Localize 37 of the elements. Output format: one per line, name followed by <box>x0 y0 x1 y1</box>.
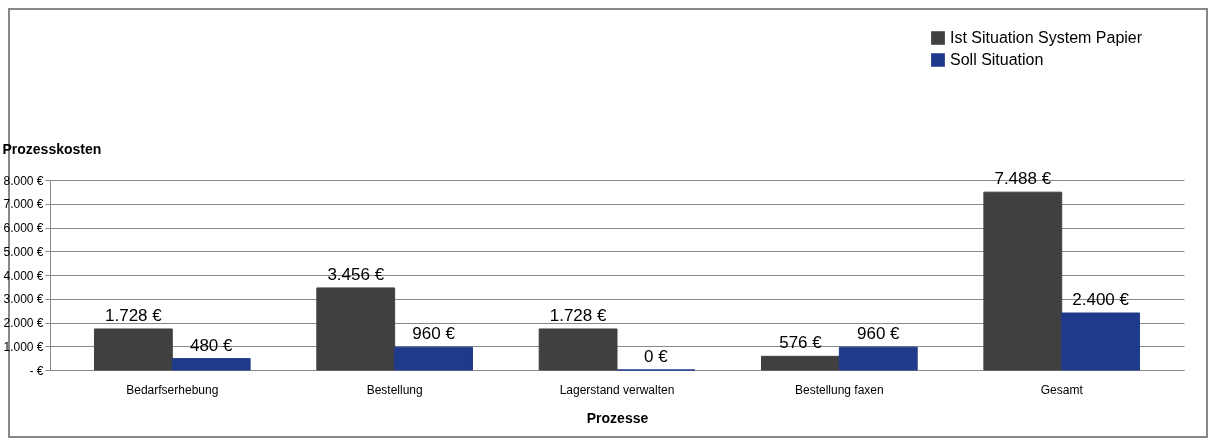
y-tick-label: 4.000 € <box>3 268 44 283</box>
legend-label: Soll Situation <box>950 51 1044 68</box>
data-label: 0 € <box>644 347 669 366</box>
x-axis-title: Prozesse <box>586 409 649 426</box>
x-tick-label: Bestellung <box>366 382 423 397</box>
x-tick-label: Gesamt <box>1040 382 1084 397</box>
y-tick-label: - € <box>29 363 44 378</box>
y-tick-label: 3.000 € <box>3 292 44 307</box>
data-label: 480 € <box>189 335 234 355</box>
data-label: 960 € <box>856 324 901 344</box>
bar <box>1061 312 1141 371</box>
bar <box>171 358 251 371</box>
data-label: 1.728 € <box>105 305 163 325</box>
bar <box>838 346 918 371</box>
bar <box>538 328 618 371</box>
y-tick-label: 6.000 € <box>3 221 44 235</box>
y-tick-label: 8.000 € <box>3 173 44 188</box>
y-tick-label: 1.000 € <box>3 339 44 354</box>
data-label: 576 € <box>779 333 823 353</box>
y-tick-label: 2.000 € <box>3 316 44 330</box>
y-axis-title: Prozesskosten <box>2 140 102 157</box>
bar <box>761 355 840 371</box>
x-tick-label: Bedarfserhebung <box>126 382 219 397</box>
data-label: 960 € <box>412 324 456 344</box>
x-tick-label: Bestellung faxen <box>794 382 884 397</box>
data-label: 2.400 € <box>1072 290 1130 309</box>
bar <box>316 287 396 371</box>
x-tick-label: Lagerstand verwalten <box>559 382 675 397</box>
y-tick-label: 5.000 € <box>3 244 44 259</box>
bar <box>394 346 473 371</box>
bar <box>93 328 173 371</box>
bar <box>983 191 1063 371</box>
data-label: 7.488 € <box>994 169 1052 189</box>
y-tick-label: 7.000 € <box>3 197 44 212</box>
legend-label: Ist Situation System Papier <box>950 29 1143 46</box>
data-label: 3.456 € <box>327 264 385 284</box>
data-label: 1.728 € <box>549 305 607 325</box>
